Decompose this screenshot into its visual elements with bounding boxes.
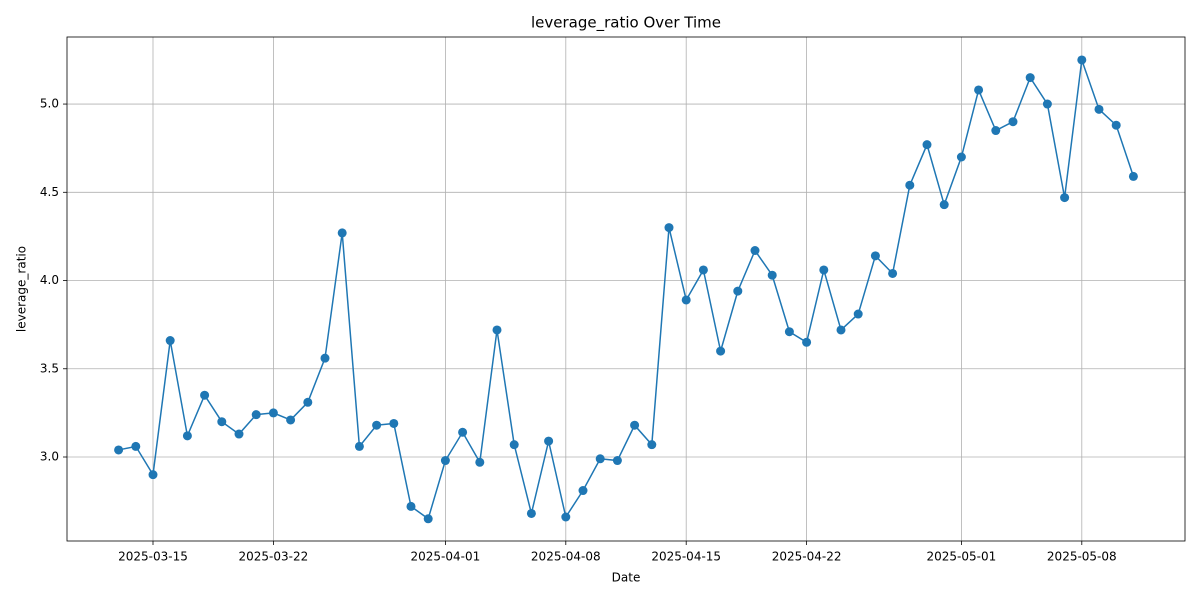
y-tick-label: 4.0	[40, 273, 59, 287]
data-point	[802, 337, 812, 347]
data-point	[698, 265, 708, 275]
data-point	[303, 397, 313, 407]
data-point	[939, 200, 949, 210]
data-point	[922, 140, 932, 150]
data-point	[733, 286, 743, 296]
data-point	[1111, 120, 1121, 130]
data-point	[251, 410, 261, 420]
data-point	[320, 353, 330, 363]
data-point	[664, 223, 674, 233]
data-point	[870, 251, 880, 261]
data-point	[716, 346, 726, 356]
data-point	[286, 415, 296, 425]
data-point	[1128, 171, 1138, 181]
data-point	[526, 508, 536, 518]
data-point	[492, 325, 502, 335]
data-point	[217, 417, 227, 427]
data-point	[268, 408, 278, 418]
x-tick-label: 2025-03-15	[118, 550, 188, 564]
data-point	[1008, 117, 1018, 127]
x-tick-label: 2025-04-22	[772, 550, 842, 564]
data-point	[784, 327, 794, 337]
data-point	[423, 514, 433, 524]
y-tick-label: 5.0	[40, 97, 59, 111]
x-tick-label: 2025-04-15	[651, 550, 721, 564]
data-point	[165, 336, 175, 346]
data-point	[853, 309, 863, 319]
data-point	[354, 441, 364, 451]
data-point	[389, 418, 399, 428]
data-point	[440, 456, 450, 466]
data-point	[681, 295, 691, 305]
data-point	[148, 470, 158, 480]
data-point	[475, 457, 485, 467]
data-point	[595, 454, 605, 464]
data-point	[458, 427, 468, 437]
data-point	[1060, 193, 1070, 203]
data-point	[406, 501, 416, 511]
data-point	[200, 390, 210, 400]
data-point	[836, 325, 846, 335]
data-point	[647, 440, 657, 450]
data-point	[509, 440, 519, 450]
x-tick-label: 2025-05-01	[927, 550, 997, 564]
data-point	[114, 445, 124, 455]
x-tick-label: 2025-03-22	[239, 550, 309, 564]
x-tick-label: 2025-05-08	[1047, 550, 1117, 564]
data-point	[750, 246, 760, 256]
y-tick-label: 3.0	[40, 450, 59, 464]
data-point	[337, 228, 347, 238]
series-line	[118, 59, 1135, 520]
data-point	[1042, 99, 1052, 109]
plot-frame	[66, 36, 1186, 542]
data-point	[544, 436, 554, 446]
data-point	[1025, 73, 1035, 83]
x-axis-label: Date	[612, 571, 641, 585]
data-point	[1094, 104, 1104, 114]
data-point	[612, 456, 622, 466]
x-tick-label: 2025-04-01	[411, 550, 481, 564]
data-point	[1077, 55, 1087, 65]
y-axis-label: leverage_ratio	[15, 246, 29, 332]
data-point	[561, 512, 571, 522]
data-point	[888, 268, 898, 278]
data-point	[372, 420, 382, 430]
data-point	[578, 486, 588, 496]
data-point	[905, 180, 915, 190]
y-tick-label: 3.5	[40, 361, 59, 375]
y-tick-label: 4.5	[40, 185, 59, 199]
data-point	[819, 265, 829, 275]
data-point	[234, 429, 244, 439]
data-point	[182, 431, 192, 441]
chart-title: leverage_ratio Over Time	[531, 14, 721, 33]
data-point	[767, 270, 777, 280]
x-tick-label: 2025-04-08	[531, 550, 601, 564]
data-point	[131, 441, 141, 451]
data-point	[991, 126, 1001, 136]
data-point	[956, 152, 966, 162]
data-point	[974, 85, 984, 95]
data-point	[630, 420, 640, 430]
